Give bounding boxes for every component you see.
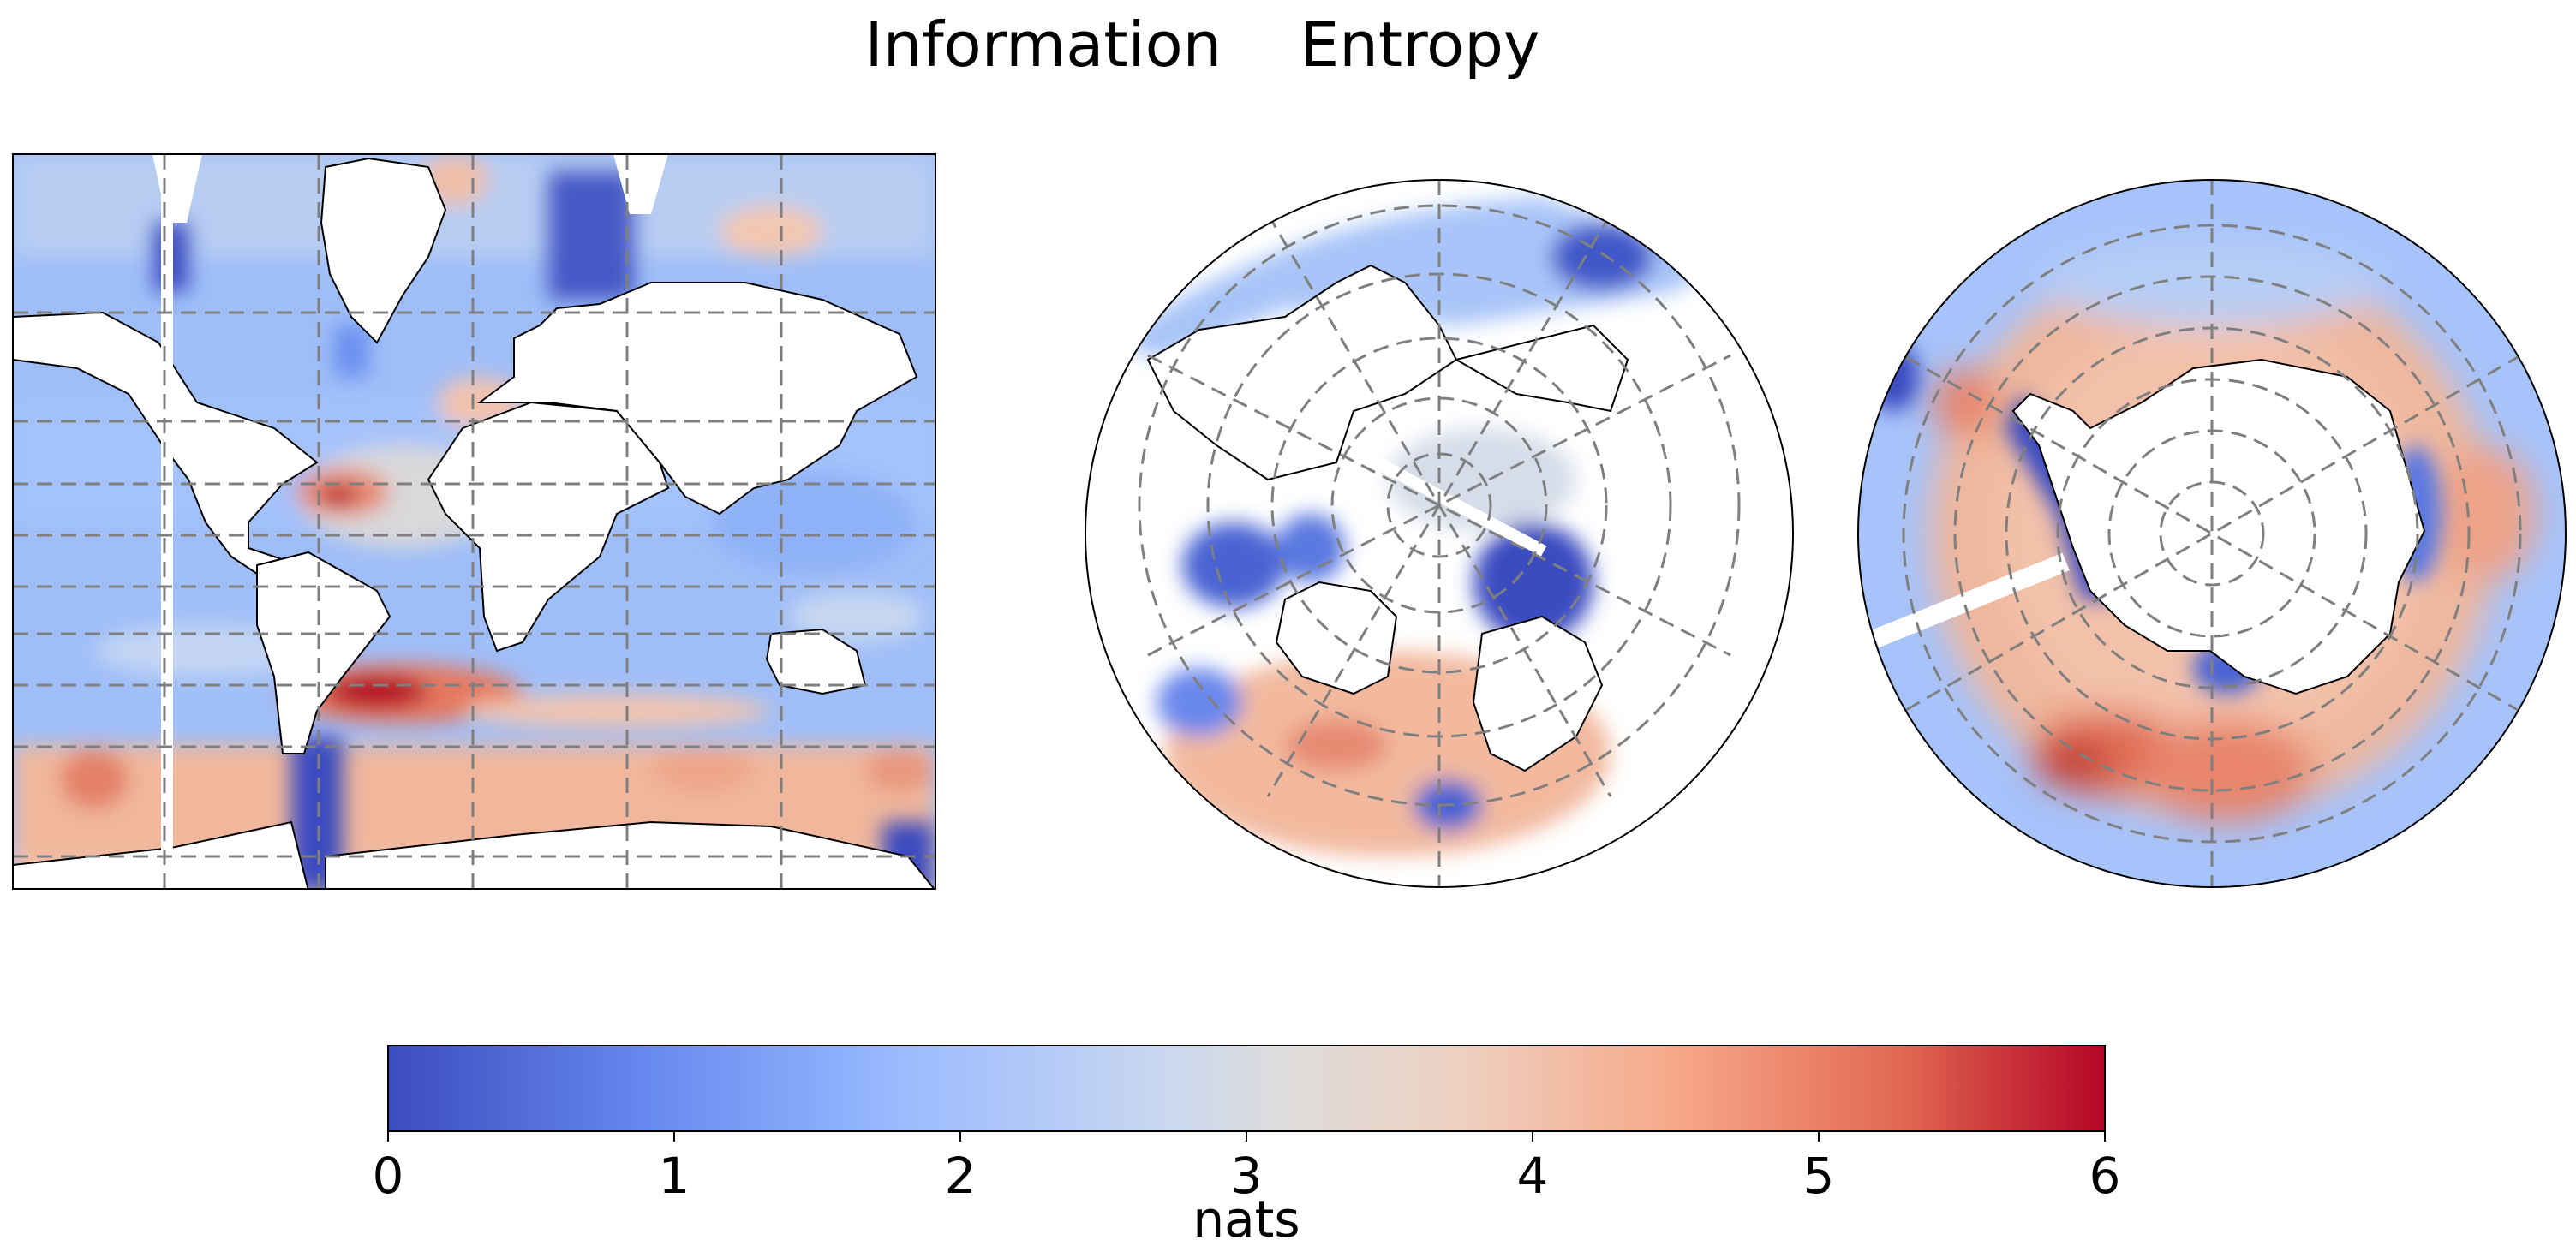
colorbar-tick-label: 6 [2089, 1147, 2121, 1205]
colorbar-tick-label: 2 [945, 1147, 977, 1205]
colorbar-bar [387, 1045, 2106, 1132]
polar-frame [1857, 179, 2567, 888]
eurasia [477, 282, 918, 516]
colorbar-tick-label: 3 [1231, 1147, 1263, 1205]
missing-data-strip [161, 154, 173, 889]
north-polar-panel [1085, 179, 1794, 888]
missing-data-strip [1871, 552, 2070, 648]
map-frame [12, 153, 936, 890]
graticule [1138, 180, 1741, 887]
figure-title: Information Entropy [864, 9, 1540, 80]
south-america [256, 551, 391, 754]
colorbar-label: nats [1192, 1190, 1300, 1249]
graticule [1902, 180, 2522, 887]
land [1146, 264, 1629, 772]
colorbar-tick-label: 5 [1803, 1147, 1835, 1205]
colorbar-tick-label: 0 [373, 1147, 404, 1205]
polar-frame [1085, 179, 1794, 888]
south-polar-panel [1857, 179, 2567, 888]
global-map-panel [12, 153, 936, 890]
colorbar-tick-label: 1 [659, 1147, 690, 1205]
colorbar-tick-label: 4 [1517, 1147, 1549, 1205]
colorbar: 0 1 2 3 4 5 6 [373, 1045, 2121, 1205]
entropy-field [1114, 197, 1713, 856]
colorbar-ticks: 0 1 2 3 4 5 6 [373, 1131, 2121, 1205]
greenland [320, 157, 447, 344]
antarctica [2011, 358, 2426, 695]
missing-data-strip [1374, 457, 1547, 557]
australia [765, 628, 867, 695]
graticule [13, 154, 935, 889]
